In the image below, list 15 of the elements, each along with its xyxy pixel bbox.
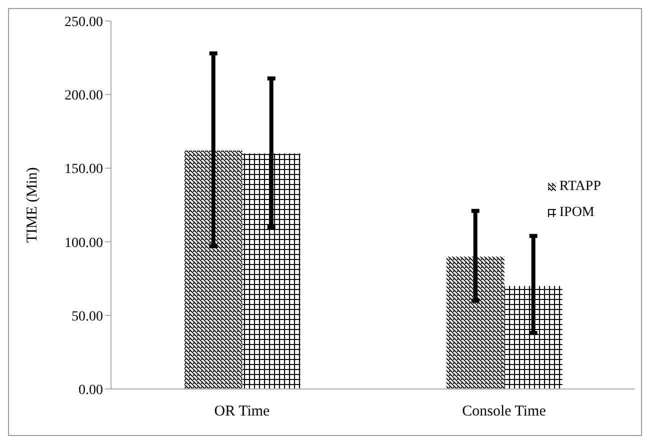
y-tick-label: 200.00 [64, 88, 103, 104]
y-tick-label: 150.00 [64, 162, 103, 178]
legend-label: IPOM [559, 205, 594, 221]
y-axis-title: TIME (Min) [24, 167, 40, 243]
y-tick-label: 250.00 [64, 14, 103, 30]
bar [504, 286, 562, 389]
y-tick-label: 100.00 [64, 236, 103, 251]
x-tick-label: Console Time [462, 404, 546, 420]
bar [184, 150, 242, 389]
bar [446, 256, 504, 389]
bar [242, 153, 300, 389]
legend-label: RTAPP [559, 179, 601, 195]
y-tick-label: 0.00 [78, 382, 103, 398]
x-tick-label: OR Time [214, 404, 270, 420]
y-tick-label: 50.00 [72, 309, 103, 324]
